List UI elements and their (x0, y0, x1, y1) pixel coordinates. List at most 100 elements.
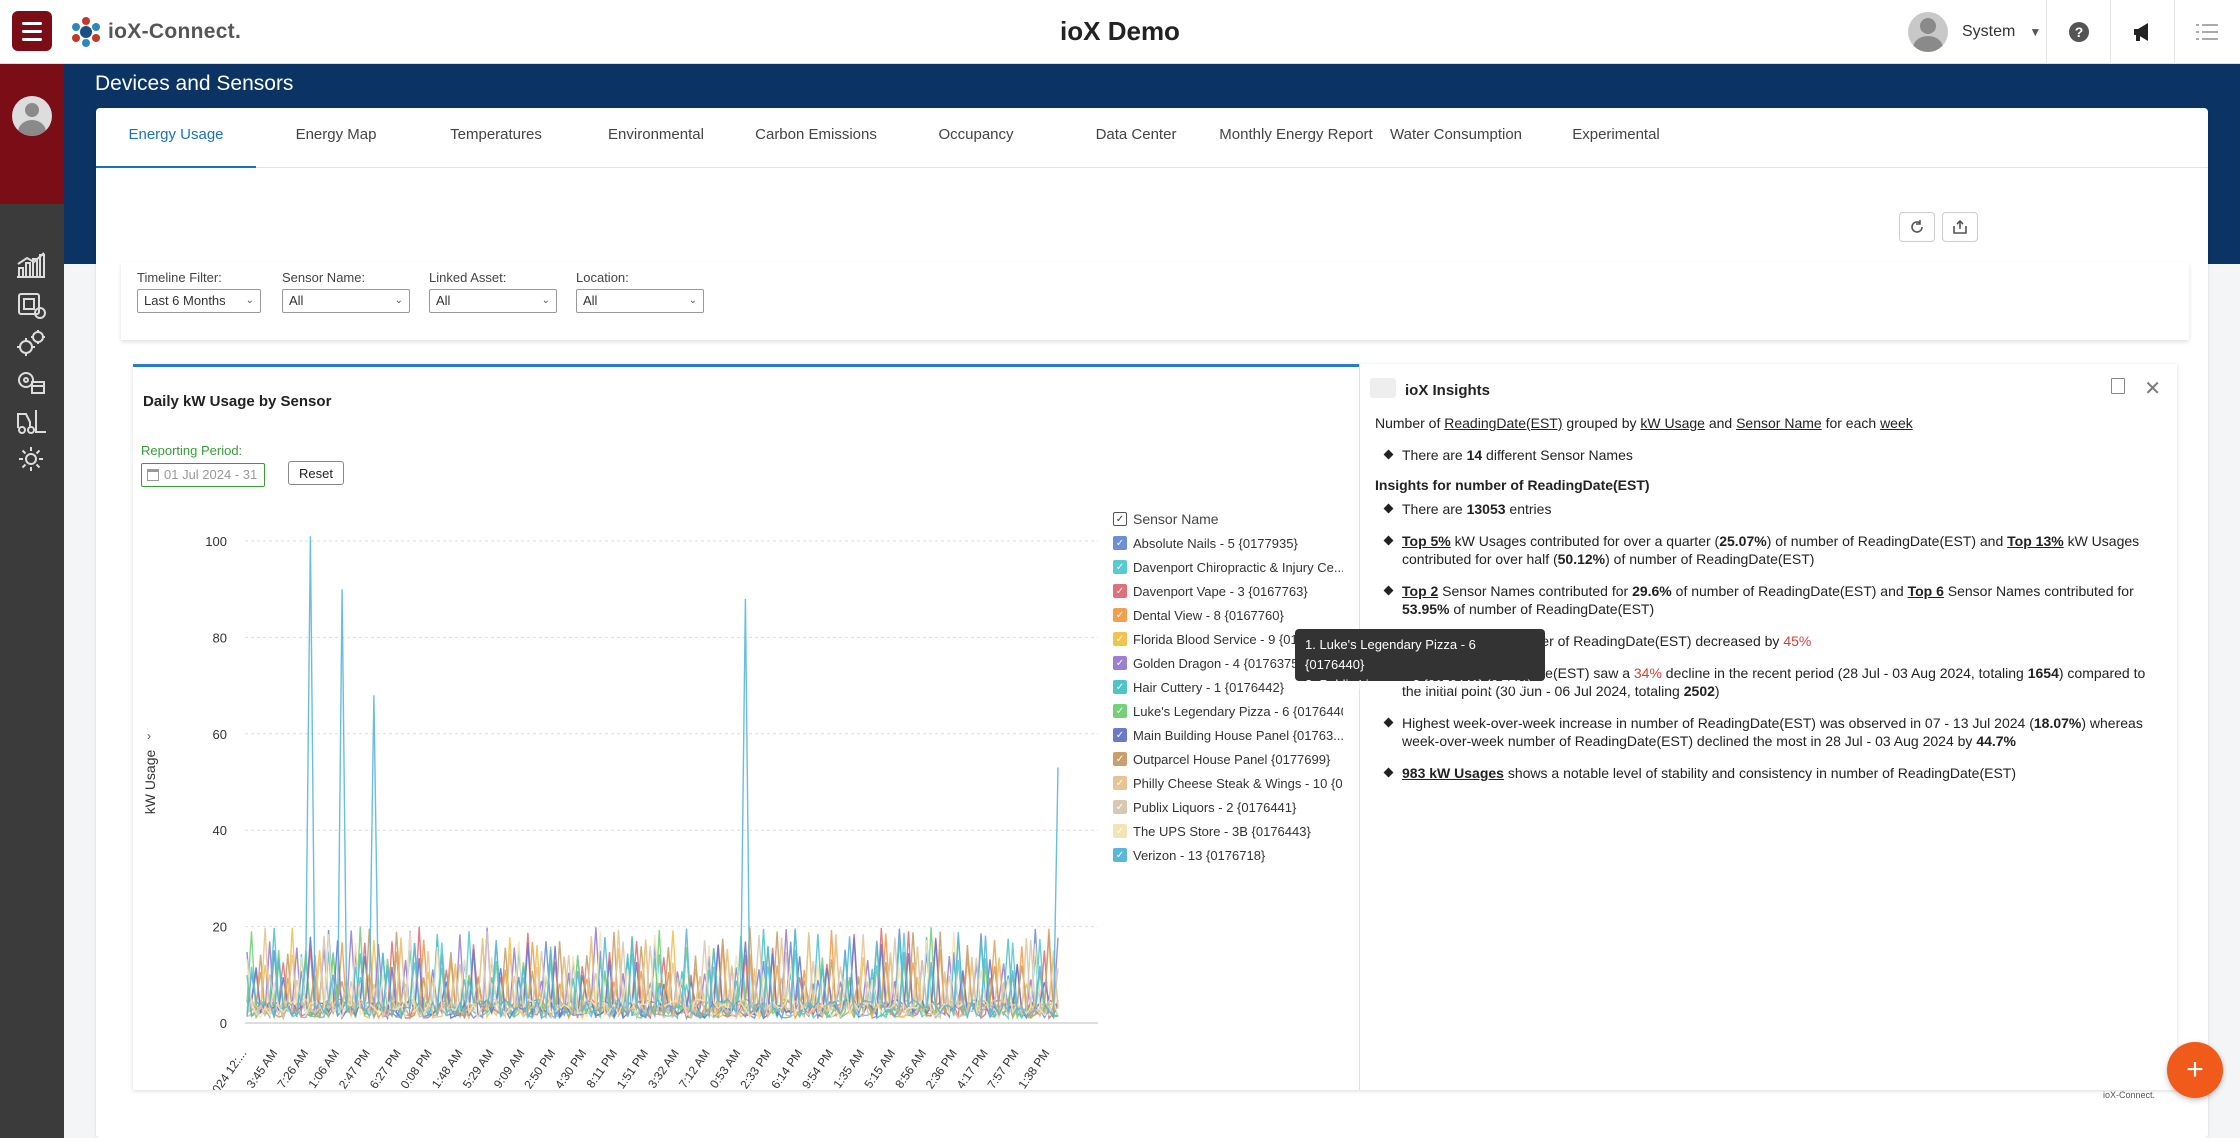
legend-item[interactable]: ✓ Luke's Legendary Pizza - 6 {0176440} (1113, 699, 1343, 723)
sensor-name-select[interactable]: All ⌄ (282, 289, 410, 313)
tab-monthly-energy-report[interactable]: Monthly Energy Report (1219, 126, 1373, 143)
add-fab-button[interactable]: + (2167, 1042, 2223, 1098)
chevron-right-icon: › (147, 729, 151, 743)
gears-settings-icon[interactable] (14, 328, 48, 358)
insights-subheading: Insights for number of ReadingDate(EST) (1375, 477, 1650, 493)
x-tick-label: 1:38 PM (1015, 1047, 1052, 1090)
gear-icon[interactable] (14, 444, 48, 474)
insights-intro: Number of ReadingDate(EST) grouped by kW… (1375, 415, 1913, 431)
legend-item[interactable]: ✓ Davenport Chiropractic & Injury Ce... (1113, 555, 1343, 579)
timeline-filter: Timeline Filter: Last 6 Months ⌄ (137, 270, 261, 313)
sidebar (0, 64, 64, 1138)
refresh-button[interactable] (1899, 212, 1935, 242)
checkbox-icon: ✓ (1113, 800, 1127, 814)
legend-item[interactable]: ✓ Verizon - 13 {0176718} (1113, 843, 1343, 867)
y-axis-label: kW Usage (142, 750, 158, 815)
tab-environmental[interactable]: Environmental (608, 126, 704, 143)
linked-asset-select[interactable]: All ⌄ (429, 289, 557, 313)
chevron-down-icon: ▼ (2029, 25, 2042, 39)
legend-item[interactable]: ✓ Golden Dragon - 4 {0176375} (1113, 651, 1343, 675)
legend-item-label: Davenport Vape - 3 {0167763} (1133, 583, 1308, 599)
location-select[interactable]: All ⌄ (576, 289, 704, 313)
checkbox-icon: ✓ (1113, 536, 1127, 550)
insights-logo-icon (1370, 378, 1396, 398)
legend-item-label: The UPS Store - 3B {0176443} (1133, 823, 1311, 839)
refresh-icon (1911, 220, 1923, 233)
tab-energy-map[interactable]: Energy Map (295, 126, 377, 143)
footer-logo: ioX-Connect. (2103, 1090, 2156, 1100)
legend-title: Sensor Name (1133, 511, 1219, 527)
y-tick-label: 100 (205, 534, 227, 549)
legend-header[interactable]: ✓ Sensor Name (1113, 507, 1343, 531)
forklift-icon[interactable] (14, 406, 48, 436)
tab-data-center[interactable]: Data Center (1095, 126, 1177, 143)
device-board-icon[interactable] (14, 290, 48, 320)
tooltip-line-1: 1. Luke's Legendary Pizza - 6 {0176440} (1305, 637, 1476, 672)
linked-asset-value: All (436, 293, 451, 308)
checkbox-icon: ✓ (1113, 824, 1127, 838)
y-tick-label: 0 (220, 1016, 227, 1031)
linked-asset-filter: Linked Asset: All ⌄ (429, 270, 557, 313)
chevron-down-icon: ⌄ (394, 295, 403, 306)
reporting-period-value: 01 Jul 2024 - 31 (164, 467, 258, 482)
iox-logo-icon (72, 17, 100, 47)
linked-asset-filter-label: Linked Asset: (429, 270, 507, 285)
insight-item: Number of ReadingDate(EST) saw a 34% dec… (1375, 664, 2155, 700)
tab-occupancy[interactable]: Occupancy (938, 126, 1014, 143)
timeline-filter-select[interactable]: Last 6 Months ⌄ (137, 289, 261, 313)
close-icon[interactable]: ✕ (2144, 378, 2161, 400)
export-button[interactable] (1942, 212, 1978, 242)
checkbox-icon: ✓ (1113, 632, 1127, 646)
tab-energy-usage[interactable]: Energy Usage (96, 126, 256, 168)
insight-item: Highest week-over-week increase in numbe… (1375, 714, 2155, 750)
checkbox-icon: ✓ (1113, 704, 1127, 718)
help-icon[interactable]: ? (2046, 0, 2110, 64)
legend-item[interactable]: ✓ Philly Cheese Steak & Wings - 10 {0... (1113, 771, 1343, 795)
legend-item-label: Main Building House Panel {01763... (1133, 727, 1343, 743)
sensor-name-filter: Sensor Name: All ⌄ (282, 270, 410, 313)
reset-button[interactable]: Reset (288, 461, 344, 485)
reporting-period-input[interactable]: 01 Jul 2024 - 31 (141, 463, 265, 487)
page-title: Devices and Sensors (95, 72, 294, 95)
hamburger-menu-icon[interactable] (12, 11, 52, 51)
brand-logo[interactable]: ioX-Connect. (70, 16, 241, 48)
user-menu[interactable]: System ▼ (1908, 12, 2041, 52)
legend-item-label: Publix Liquors - 2 {0176441} (1133, 799, 1297, 815)
legend-item[interactable]: ✓ The UPS Store - 3B {0176443} (1113, 819, 1343, 843)
megaphone-icon[interactable] (2110, 0, 2174, 64)
analytics-chart-icon[interactable] (14, 250, 48, 280)
chevron-down-icon: ⌄ (688, 295, 697, 306)
legend-item-label: Florida Blood Service - 9 {01... (1133, 631, 1309, 647)
gear-calendar-icon[interactable] (14, 366, 48, 396)
location-filter: Location: All ⌄ (576, 270, 704, 313)
tab-carbon-emissions[interactable]: Carbon Emissions (755, 126, 877, 143)
sidebar-profile-area (0, 64, 64, 204)
legend-item[interactable]: ✓ Florida Blood Service - 9 {01... (1113, 627, 1343, 651)
chart-tooltip: 1. Luke's Legendary Pizza - 6 {0176440} … (1295, 629, 1545, 692)
legend-item[interactable]: ✓ Outparcel House Panel {0177699} (1113, 747, 1343, 771)
export-icon (1953, 219, 1967, 234)
y-tick-label: 80 (213, 630, 227, 645)
list-menu-icon[interactable] (2174, 0, 2238, 64)
sidebar-avatar[interactable] (12, 96, 52, 136)
legend-item[interactable]: ✓ Main Building House Panel {01763... (1113, 723, 1343, 747)
tab-experimental[interactable]: Experimental (1572, 126, 1660, 143)
svg-text:?: ? (2074, 24, 2083, 40)
legend-item-label: Verizon - 13 {0176718} (1133, 847, 1266, 863)
document-icon[interactable] (2111, 378, 2125, 394)
tab-temperatures[interactable]: Temperatures (450, 126, 542, 143)
legend-item[interactable]: ✓ Dental View - 8 {0167760} (1113, 603, 1343, 627)
reporting-period-label: Reporting Period: (141, 443, 243, 458)
legend-item[interactable]: ✓ Hair Cuttery - 1 {0176442} (1113, 675, 1343, 699)
legend-item[interactable]: ✓ Absolute Nails - 5 {0177935} (1113, 531, 1343, 555)
timeline-filter-value: Last 6 Months (144, 293, 226, 308)
legend-item-label: Davenport Chiropractic & Injury Ce... (1133, 559, 1343, 575)
legend-item-label: Hair Cuttery - 1 {0176442} (1133, 679, 1285, 695)
legend-item[interactable]: ✓ Davenport Vape - 3 {0167763} (1113, 579, 1343, 603)
legend-item[interactable]: ✓ Publix Liquors - 2 {0176441} (1113, 795, 1343, 819)
checkbox-icon: ✓ (1113, 584, 1127, 598)
calendar-icon (147, 469, 159, 481)
legend-item-label: Golden Dragon - 4 {0176375} (1133, 655, 1303, 671)
tab-water-consumption[interactable]: Water Consumption (1390, 126, 1522, 143)
